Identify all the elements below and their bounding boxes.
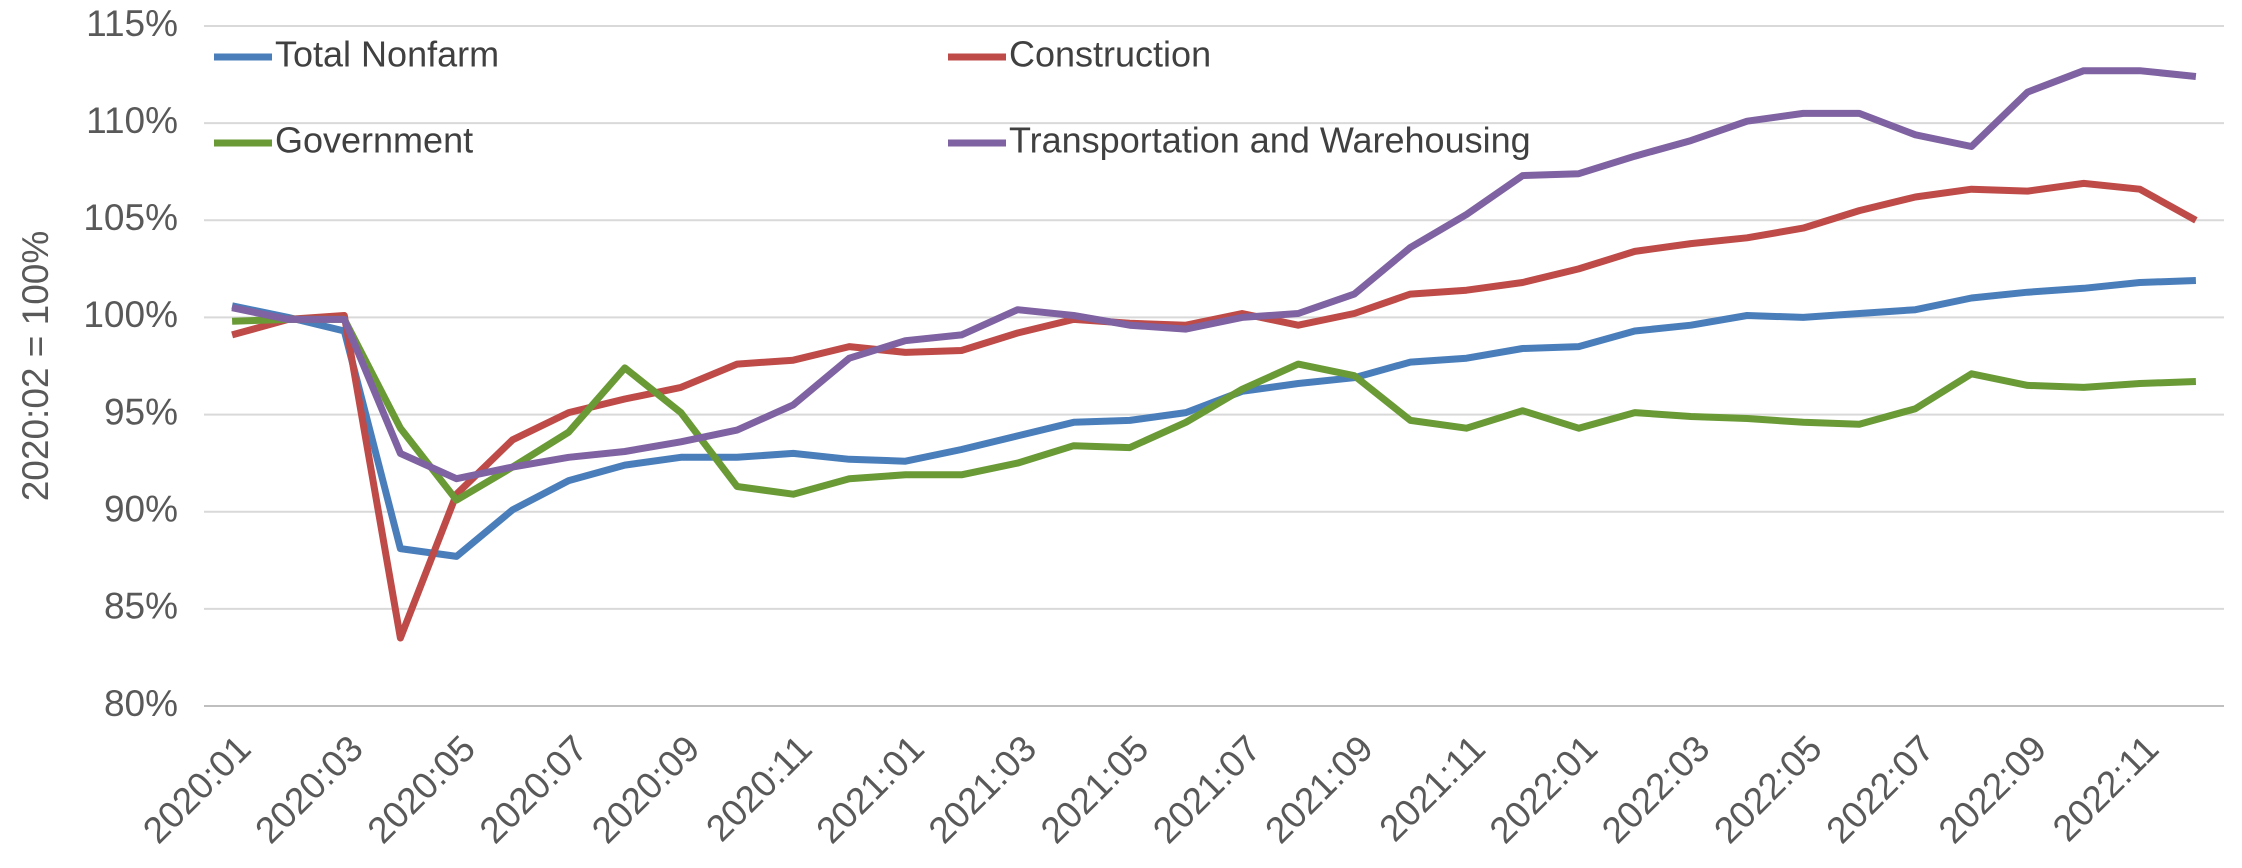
legend-text: Total Nonfarm (275, 34, 499, 75)
x-tick-label: 2020:05 (360, 728, 484, 852)
y-tick-label: 95% (104, 391, 178, 432)
y-tick-label: 110% (86, 100, 178, 141)
x-tick-label: 2022:11 (2045, 728, 2167, 850)
x-tick-label: 2020:11 (698, 728, 820, 850)
y-tick-label: 100% (83, 294, 178, 335)
legend-text: Transportation and Warehousing (1009, 120, 1531, 161)
y-axis-label: 2020:02 = 100% (15, 231, 56, 502)
x-tick-label: 2022:03 (1594, 728, 1718, 852)
x-tick-label: 2021:07 (1145, 728, 1269, 852)
x-tick-label: 2021:11 (1371, 728, 1493, 850)
y-tick-label: 80% (104, 683, 178, 724)
x-tick-label: 2022:05 (1706, 728, 1830, 852)
y-tick-label: 115% (86, 3, 178, 44)
x-tick-label: 2020:07 (472, 728, 596, 852)
x-tick-label: 2020:01 (135, 728, 259, 852)
x-tick-label: 2021:01 (808, 728, 932, 852)
x-tick-label: 2020:03 (247, 728, 371, 852)
y-tick-label: 90% (104, 488, 178, 529)
x-tick-label: 2021:03 (921, 728, 1045, 852)
legend-text: Government (275, 120, 473, 161)
series-line (231, 315, 2197, 504)
series-line (231, 179, 2198, 642)
x-tick-label: 2020:09 (584, 728, 708, 852)
x-tick-label: 2021:09 (1257, 728, 1381, 852)
y-tick-label: 105% (83, 197, 178, 238)
y-tick-label: 85% (104, 586, 178, 627)
legend-text: Construction (1009, 34, 1211, 75)
x-tick-label: 2022:01 (1482, 728, 1606, 852)
x-tick-label: 2022:09 (1931, 728, 2055, 852)
x-tick-label: 2022:07 (1818, 728, 1942, 852)
x-tick-label: 2021:05 (1033, 728, 1157, 852)
series-line (231, 67, 2197, 483)
